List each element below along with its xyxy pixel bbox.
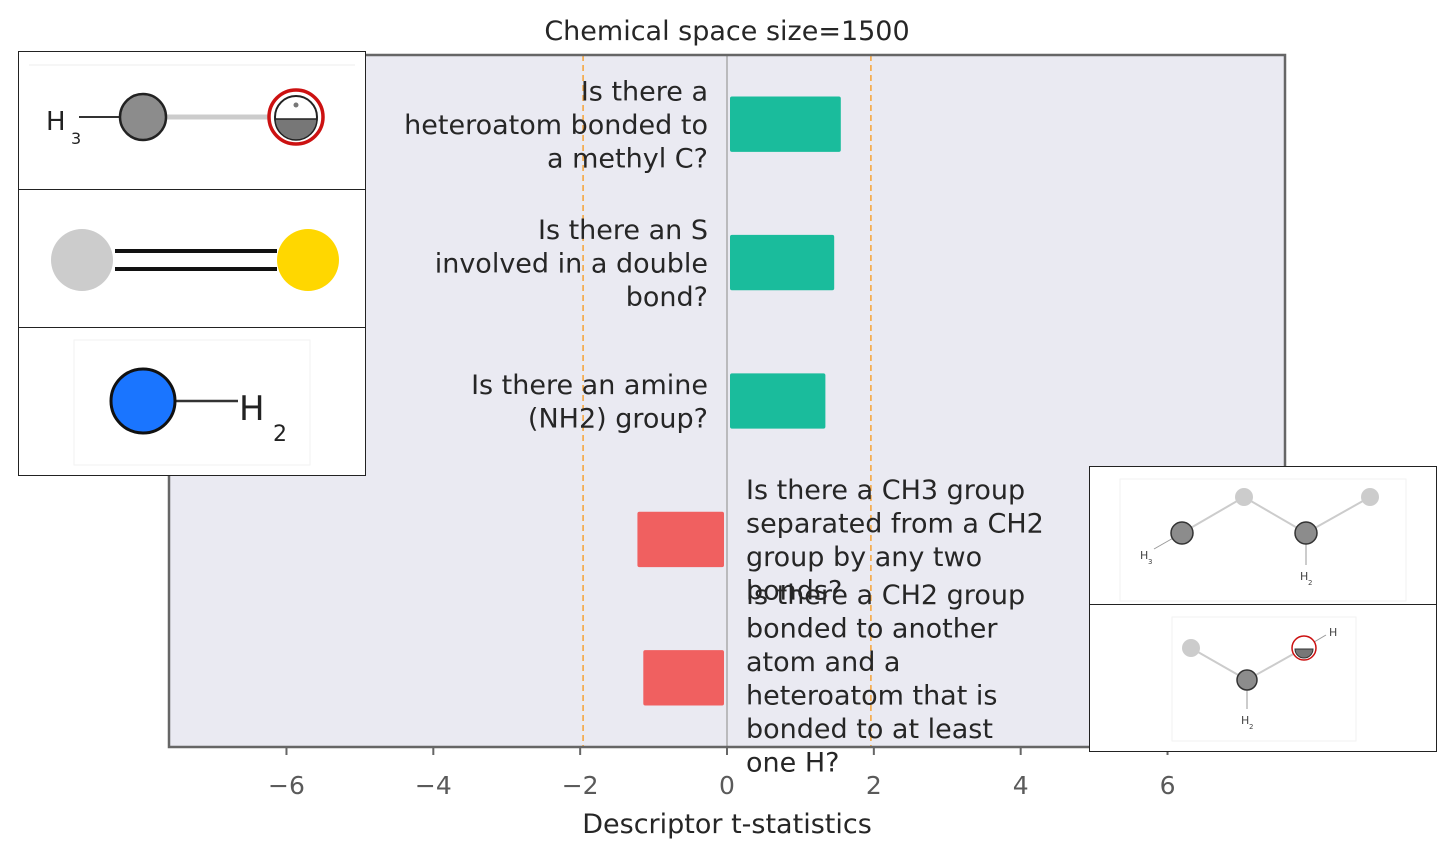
mol-h-label: H [1300, 570, 1308, 583]
x-tick-label: 6 [1160, 771, 1176, 800]
significance-lines [582, 55, 872, 747]
mol-h-label: H [1241, 714, 1249, 727]
bar-label: Is there a heteroatom bonded to a methyl C… [404, 76, 708, 174]
mol-h-label: H [1140, 549, 1148, 562]
bar [730, 373, 826, 429]
bar-label: Is there an amine (NH2) group? [471, 370, 708, 435]
bar-label-line: heteroatom that is [746, 680, 997, 711]
mol-subscript-label: 2 [1308, 579, 1312, 587]
mol-subscript-label: 3 [1148, 558, 1152, 566]
mol-subscript-label: 2 [273, 422, 287, 447]
x-axis-label: Descriptor t-statistics [582, 809, 872, 840]
bar-label-line: one H? [746, 747, 839, 778]
bar-label-line: group by any two [746, 542, 982, 573]
mol-h-label: H [1329, 626, 1337, 639]
mol-h-label: H [46, 107, 66, 137]
x-tick-label: −2 [562, 771, 599, 800]
bar-label-line: (NH2) group? [528, 403, 708, 434]
molecule-icon-ch3-ch2-separation: H 3 H 2 [1089, 466, 1437, 606]
chart-title: Chemical space size=1500 [544, 16, 909, 47]
bar-label-line: heteroatom bonded to [404, 110, 708, 141]
bar-label-line: Is there a CH2 group [746, 580, 1025, 611]
x-tick-label: 0 [719, 771, 735, 800]
bar-label: Is there a CH2 group bonded to another ato… [746, 580, 1025, 779]
molecule-icon-sulfur-double-bond [18, 189, 366, 329]
bar [730, 96, 841, 152]
bar-label-line: bonded to another [746, 613, 998, 644]
bar-label-line: bond? [626, 282, 708, 313]
bar-label-line: Is there an S [538, 215, 708, 246]
molecule-icon-methyl-heteroatom: H 3 [18, 51, 366, 191]
bar-label-line: involved in a double [435, 248, 708, 279]
x-axis-ticks: −6 −4 −2 0 2 4 6 [268, 747, 1175, 800]
x-tick-label: 2 [866, 771, 882, 800]
x-tick-label: −4 [415, 771, 452, 800]
bar-label-line: atom and a [746, 647, 900, 678]
bar-label-line: Is there a CH3 group [746, 475, 1025, 506]
bar-label-line: separated from a CH2 [746, 508, 1044, 539]
mol-subscript-label: 3 [71, 129, 81, 148]
bar-label-line: Is there an amine [471, 370, 708, 401]
bar-label-line: bonded to at least [746, 714, 993, 745]
bar-label-line: Is there a [581, 76, 708, 107]
bar-label-line: bonds? [746, 575, 842, 606]
mol-subscript-label: 2 [1249, 723, 1253, 731]
bar [637, 511, 724, 568]
bar [643, 650, 724, 706]
bar [730, 234, 835, 291]
bar-label-line: a methyl C? [547, 143, 708, 174]
x-tick-label: −6 [268, 771, 305, 800]
mol-h-label: H [239, 389, 265, 429]
bar-label: Is there a CH3 group separated from a CH2… [746, 475, 1044, 607]
bar-labels: Is there a heteroatom bonded to a methyl C… [404, 76, 1044, 778]
molecule-icon-ch2-heteroatom-h: H H 2 [1089, 604, 1437, 752]
x-tick-label: 4 [1013, 771, 1029, 800]
bars [637, 96, 841, 706]
molecule-icon-amine-nh2: H 2 [18, 327, 366, 476]
